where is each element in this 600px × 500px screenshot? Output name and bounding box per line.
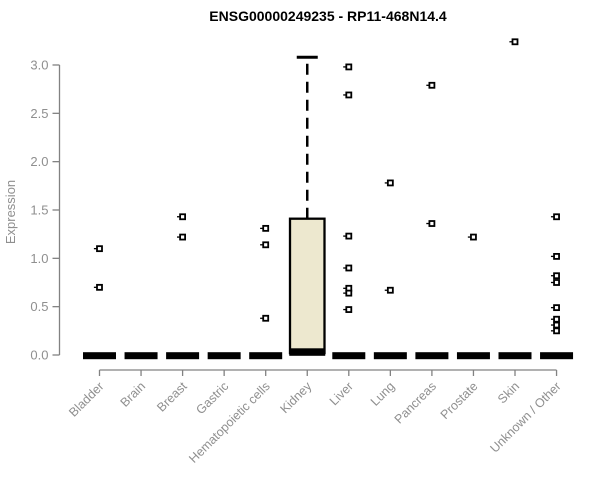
x-tick-label-lung: Lung <box>368 379 398 409</box>
outlier-point <box>96 283 103 291</box>
outlier-point <box>345 264 353 272</box>
outlier-point <box>345 306 353 313</box>
outlier-point <box>179 233 187 241</box>
outlier-point <box>262 241 270 249</box>
y-tick-label: 1.5 <box>30 202 48 217</box>
y-tick-label: 3.0 <box>30 57 48 72</box>
zero-expression-bar <box>332 352 366 360</box>
outlier-point <box>553 315 560 323</box>
zero-expression-bar <box>498 352 532 360</box>
zero-expression-bar <box>124 352 158 360</box>
outlier-point <box>345 91 353 99</box>
outlier-point <box>345 232 353 240</box>
outlier-point <box>553 252 560 260</box>
x-tick-label-unknown-other: Unknown / Other <box>487 379 563 455</box>
outlier-point <box>262 314 270 322</box>
outlier-point <box>428 81 436 89</box>
outlier-point <box>553 304 560 312</box>
kidney-box <box>288 217 326 355</box>
outlier-point <box>553 327 560 335</box>
kidney-median-line <box>289 348 326 356</box>
y-tick-label: 2.0 <box>30 154 48 169</box>
outlier-point <box>553 272 560 280</box>
outlier-point <box>386 179 394 187</box>
outlier-point <box>511 38 519 46</box>
outlier-point <box>553 321 560 329</box>
zero-expression-bar <box>83 352 116 360</box>
x-tick-label-liver: Liver <box>327 379 356 408</box>
zero-expression-bar <box>373 352 407 360</box>
x-tick-label-skin: Skin <box>495 379 522 406</box>
outlier-point <box>262 224 270 232</box>
y-tick-label: 2.5 <box>30 106 48 121</box>
x-tick-label-kidney: Kidney <box>277 379 314 416</box>
outlier-point <box>553 213 560 221</box>
outlier-point <box>345 289 353 297</box>
x-tick-label-brain: Brain <box>118 379 149 410</box>
x-tick-label-pancreas: Pancreas <box>392 379 439 426</box>
zero-expression-bar <box>249 352 283 360</box>
x-tick-label-gastric: Gastric <box>193 379 231 417</box>
zero-expression-bar <box>456 352 490 360</box>
outlier-point <box>345 63 353 71</box>
zero-expression-bar <box>166 352 200 360</box>
outlier-point <box>179 213 187 221</box>
zero-expression-bar <box>415 352 449 360</box>
x-tick-label-breast: Breast <box>154 379 190 415</box>
x-tick-label-bladder: Bladder <box>66 379 106 419</box>
y-tick-label: 0.5 <box>30 299 48 314</box>
zero-expression-bar <box>540 352 574 360</box>
y-tick-label: 0.0 <box>30 348 48 363</box>
outlier-point <box>386 286 394 294</box>
outlier-point <box>470 233 477 241</box>
outlier-point <box>428 220 436 227</box>
plot-area: 0.0 0.5 1.0 1.5 2.0 2.5 3.0 Bladder Brain Breast G… <box>30 38 574 466</box>
zero-expression-bar <box>207 352 241 360</box>
y-tick-label: 1.0 <box>30 251 48 266</box>
y-axis-label: Expression <box>3 180 18 244</box>
outlier-point <box>96 245 103 253</box>
outlier-point <box>553 279 560 286</box>
x-tick-label-hematopoietic-cells: Hematopoietic cells <box>186 379 273 466</box>
x-tick-label-prostate: Prostate <box>438 379 481 422</box>
chart-title: ENSG00000249235 - RP11-468N14.4 <box>209 8 447 24</box>
